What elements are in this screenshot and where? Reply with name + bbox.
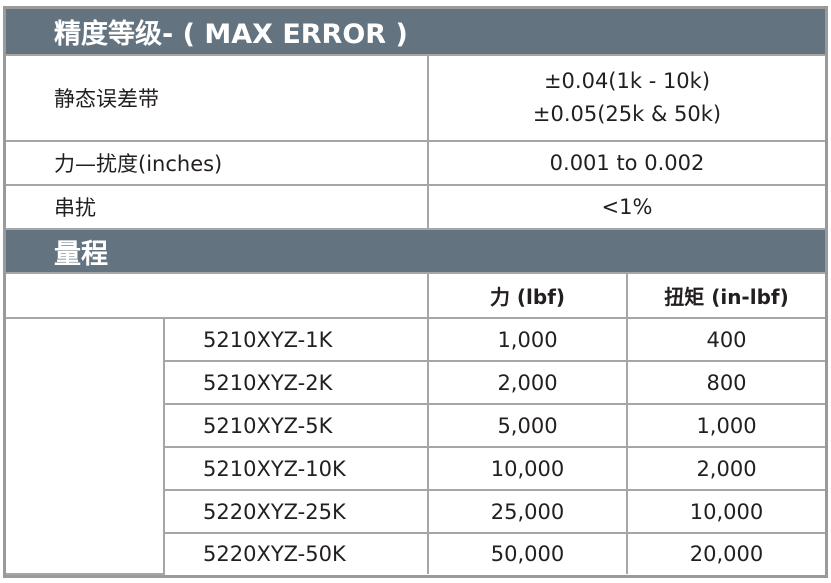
torque-cell: 20,000: [626, 532, 825, 574]
force-cell: 1,000: [427, 317, 628, 362]
table-row: 5210XYZ-10K 10,000 2,000: [6, 446, 825, 491]
section-title: 量程: [6, 228, 825, 274]
row-value: ±0.04(1k - 10k) ±0.05(25k & 50k): [427, 54, 825, 142]
table-row: 力—扰度(inches) 0.001 to 0.002: [6, 140, 825, 186]
column-header-row: 力 (lbf) 扭矩 (in-lbf): [6, 272, 825, 319]
torque-cell: 800: [626, 360, 825, 405]
torque-cell: 1,000: [626, 403, 825, 448]
model-cell: 5210XYZ-2K: [164, 360, 429, 405]
section-title: 精度等级- ( MAX ERROR ): [6, 9, 825, 56]
table-row: 静态误差带 ±0.04(1k - 10k) ±0.05(25k & 50k): [6, 54, 825, 142]
row-label: 静态误差带: [6, 54, 429, 142]
row-value: <1%: [427, 184, 825, 230]
force-cell: 25,000: [427, 489, 628, 534]
table-row: 5220XYZ-50K 50,000 20,000: [6, 532, 825, 574]
torque-cell: 400: [626, 317, 825, 362]
torque-cell: 10,000: [626, 489, 825, 534]
column-header-torque: 扭矩 (in-lbf): [626, 272, 825, 319]
model-cell: 5210XYZ-10K: [164, 446, 429, 491]
force-cell: 2,000: [427, 360, 628, 405]
empty-cell: [6, 317, 165, 575]
value-line: ±0.05(25k & 50k): [532, 102, 722, 126]
row-value: 0.001 to 0.002: [427, 140, 825, 186]
model-cell: 5210XYZ-1K: [163, 317, 429, 362]
model-cell: 5220XYZ-25K: [164, 489, 429, 534]
table-row: 5210XYZ-5K 5,000 1,000: [6, 403, 825, 448]
force-cell: 10,000: [427, 446, 628, 491]
table-row: 5220XYZ-25K 25,000 10,000: [6, 489, 825, 534]
section-header-accuracy: 精度等级- ( MAX ERROR ): [6, 9, 825, 56]
force-cell: 50,000: [427, 532, 628, 574]
column-header-force: 力 (lbf): [427, 272, 628, 319]
empty-header-cell: [6, 272, 429, 319]
model-cell: 5220XYZ-50K: [164, 532, 429, 574]
row-label: 串扰: [6, 184, 429, 230]
table-row: 5210XYZ-2K 2,000 800: [6, 360, 825, 405]
section-header-range: 量程: [6, 228, 825, 274]
row-label: 力—扰度(inches): [6, 140, 429, 186]
force-cell: 5,000: [427, 403, 628, 448]
spec-table: 精度等级- ( MAX ERROR ) 静态误差带 ±0.04(1k - 10k…: [3, 6, 828, 578]
value-line: ±0.04(1k - 10k): [543, 69, 711, 93]
model-cell: 5210XYZ-5K: [164, 403, 429, 448]
torque-cell: 2,000: [626, 446, 825, 491]
table-row: 5210XYZ-1K 1,000 400: [6, 317, 825, 575]
table-row: 串扰 <1%: [6, 184, 825, 230]
